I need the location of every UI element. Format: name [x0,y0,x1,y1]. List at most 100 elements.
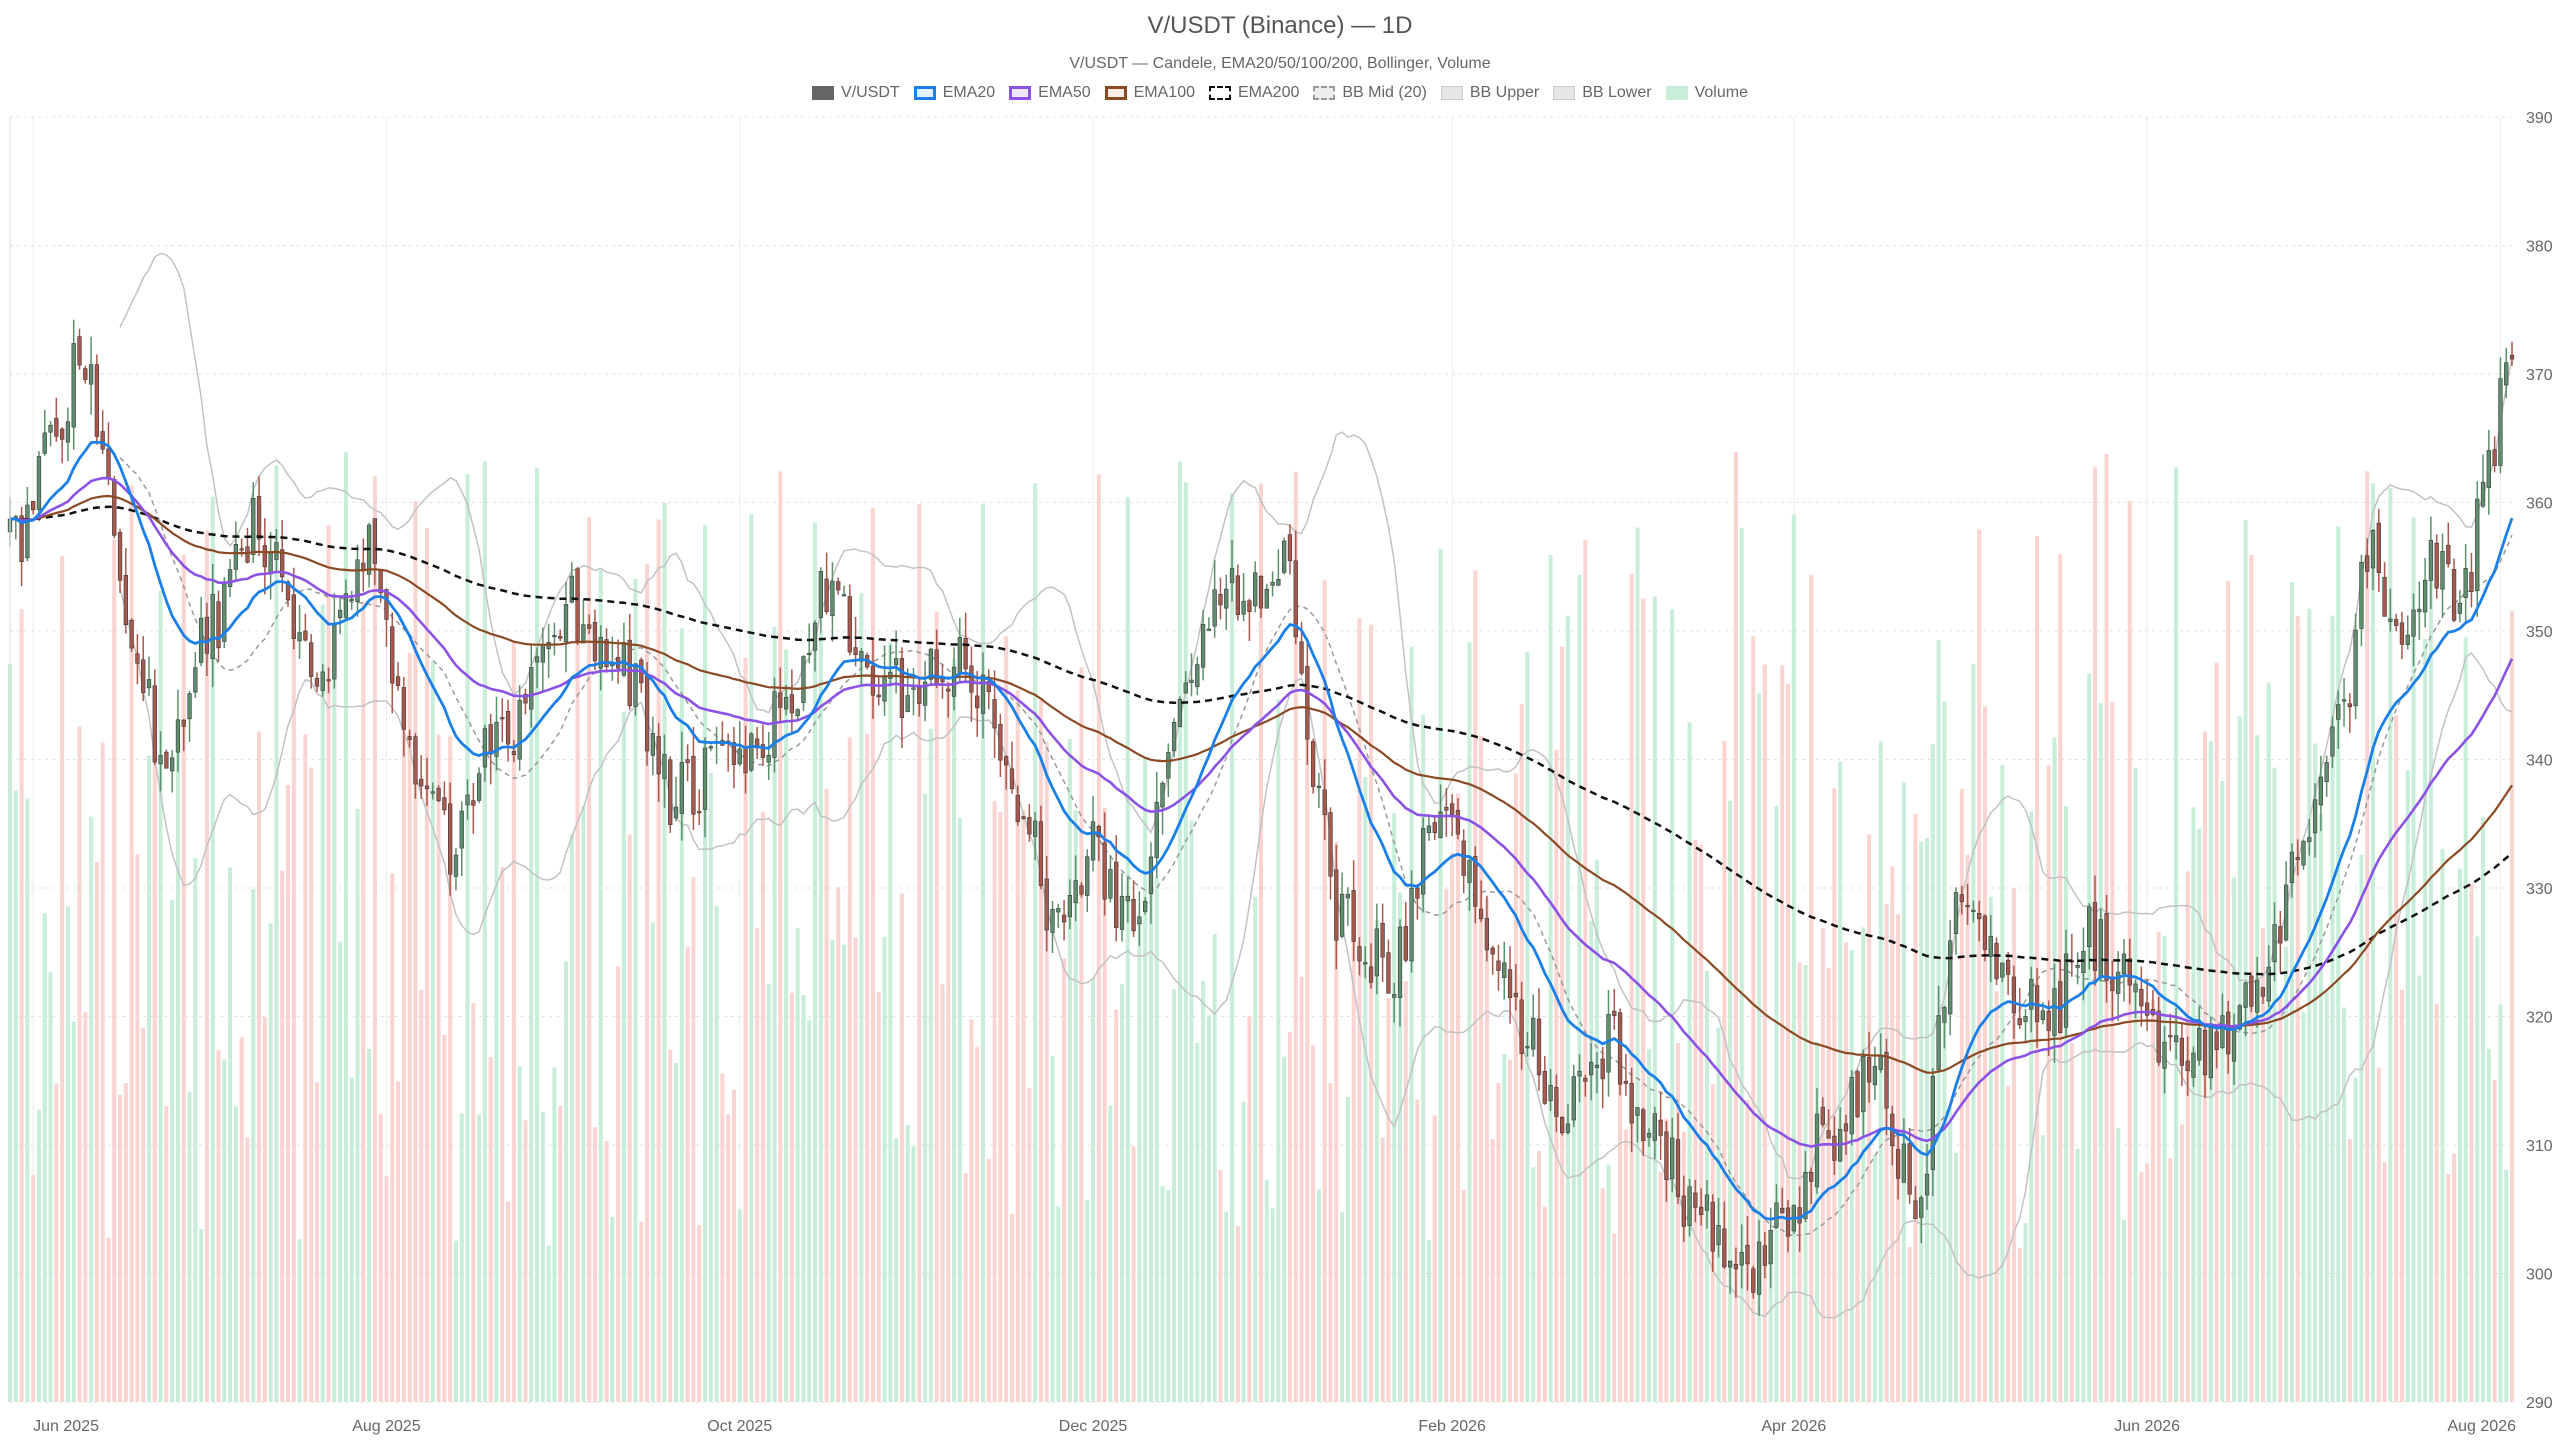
volume-bar [2011,888,2016,1402]
candle-body [2422,579,2428,613]
volume-bar [1351,906,1356,1402]
candle-body [2509,354,2515,360]
candle-body [917,687,922,704]
volume-bar [1982,706,1987,1402]
volume-bar [1009,1213,1014,1402]
candle-body [1316,785,1322,789]
volume-bar [367,1048,372,1402]
legend-item[interactable]: BB Mid (20) [1313,84,1427,102]
candle-body [401,687,406,730]
volume-bar [598,569,603,1402]
volume-bar [1311,1045,1316,1402]
x-tick-label: Jun 2025 [33,1418,99,1435]
volume-bar [731,1089,736,1402]
candle-body [1073,880,1078,904]
volume-bar [2457,868,2462,1402]
volume-bar [610,1216,615,1402]
volume-bar [146,755,152,1402]
candle-body [1015,794,1020,823]
candle-body [19,515,24,563]
candle-body [876,694,881,698]
candle-body [158,755,163,765]
candle-body [1328,812,1333,877]
candle-body [2312,799,2318,834]
volume-bar [2481,816,2486,1402]
volume-bar [2405,770,2410,1402]
volume-bar [552,1067,557,1402]
candle-body [1635,1107,1640,1116]
volume-bar [413,501,418,1403]
volume-bar [1473,570,1478,1402]
candle-body [413,736,418,785]
candle-body [1866,1057,1872,1083]
candle-body [1009,768,1015,790]
volume-bar [2139,1172,2144,1402]
candle-body [1901,1143,1907,1183]
legend-item[interactable]: EMA50 [1009,84,1091,102]
volume-bar [1832,788,1837,1402]
volume-bar [2046,765,2051,1402]
candle-body [2191,1052,2196,1078]
candle-body [1693,1192,1698,1208]
candle-body [1733,1263,1739,1270]
candle-body [343,593,349,618]
volume-bar [2087,673,2092,1402]
legend-item[interactable]: V/USDT [812,84,900,102]
candle-body [1108,869,1113,899]
volume-bar [1508,1059,1513,1402]
candle-body [1143,901,1148,912]
candle-body [1542,1070,1547,1104]
candle-body [2139,988,2144,1007]
candle-body [1971,909,1976,912]
candle-body [1415,887,1420,899]
candle-body [2382,576,2387,617]
candle-body [1826,1130,1831,1139]
y-tick-label: 330 [2526,881,2553,898]
volume-bar [697,1225,702,1402]
candle-body [1334,869,1339,941]
volume-bar [506,1201,511,1402]
volume-bar [2278,997,2283,1402]
candle-body [1565,1123,1571,1133]
volume-bar [2052,737,2057,1402]
volume-bar [1409,646,1414,1402]
candle-body [2081,951,2086,973]
volume-bar [1733,452,1738,1402]
volume-bar [1235,1226,1240,1402]
candle-body [824,578,829,613]
volume-bar [424,528,430,1402]
volume-bar [535,468,540,1402]
volume-bar [1496,1083,1501,1402]
volume-bar [650,922,655,1402]
legend-item[interactable]: EMA100 [1104,84,1195,102]
candle-body [1102,842,1107,900]
candle-body [390,626,395,684]
legend-item[interactable]: EMA200 [1209,84,1299,102]
volume-bar [847,737,852,1402]
legend-item[interactable]: EMA20 [913,84,996,102]
legend-label: EMA20 [942,84,996,101]
volume-bar [268,923,273,1402]
candle-body [2208,1027,2213,1079]
volume-bar [2394,715,2399,1402]
candle-body [1200,624,1206,668]
volume-bar [1421,714,1426,1402]
candle-body [1409,887,1414,962]
candle-body [2341,699,2347,702]
legend-item[interactable]: BB Lower [1553,84,1652,102]
candle-body [175,719,181,753]
volume-bar [71,1021,76,1402]
candle-body [1536,1018,1542,1076]
legend-item[interactable]: BB Upper [1440,84,1539,102]
candle-body [2017,1017,2022,1026]
candle-body [129,620,134,649]
legend-item[interactable]: Volume [1665,84,1748,102]
volume-bar [2255,735,2260,1402]
volume-bar [946,680,951,1402]
candle-body [807,652,812,656]
candle-body [1397,926,1403,998]
candle-body [1032,820,1038,837]
volume-bar [2243,520,2248,1402]
candle-body [575,568,580,642]
y-tick-label: 340 [2526,753,2553,770]
